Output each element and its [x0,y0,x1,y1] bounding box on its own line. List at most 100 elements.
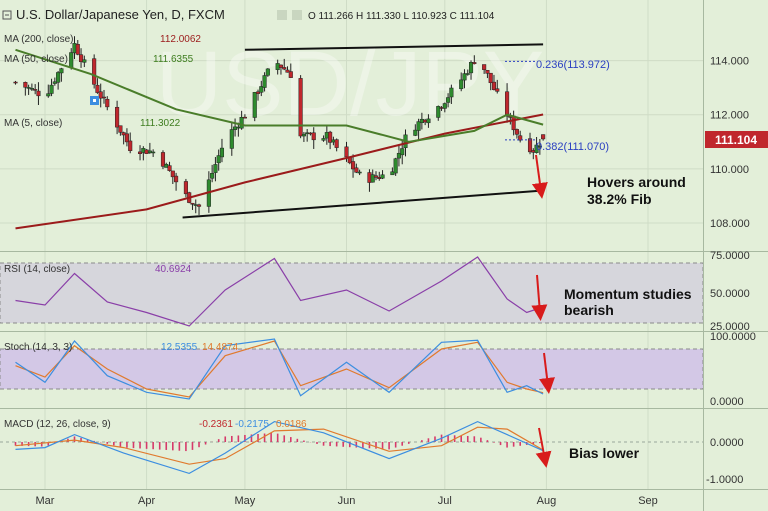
stoch-tick-0: 0.0000 [710,396,744,408]
stoch-d-value: 14.4874 [202,342,239,353]
candle [23,82,28,88]
fib-0236-label: 0.236(113.972) [536,59,610,71]
price-axis[interactable] [703,0,768,511]
candle [311,132,316,141]
ma5-value: 111.3022 [140,118,181,129]
candle [459,79,464,90]
candle [518,135,523,141]
price-tick-label: 108.000 [710,218,750,230]
candle [468,62,474,74]
stoch-label: Stoch (14, 3, 3) [4,342,72,353]
candle [46,93,51,97]
candle [380,174,385,179]
candle [321,138,326,141]
candle [262,75,267,88]
macd-tick-0: 0.0000 [710,437,744,449]
rsi-value: 40.6924 [155,264,192,275]
fib-0382-label: 0.382(111.070) [536,141,609,153]
candle [36,90,41,97]
candle [26,87,31,89]
rsi-tick-75: 75.0000 [710,250,750,262]
chart-header: U.S. Dollar/Japanese Yen, D, FXCM O 111.… [2,7,495,22]
candle [242,116,247,119]
candle [288,71,293,78]
candle [95,84,100,93]
candle [265,68,270,76]
macd-line [15,420,544,475]
x-axis[interactable]: Mar Apr May Jun Jul Aug Sep [36,495,658,507]
ma50-label: MA (50, close) [4,54,68,65]
annotation-bias: Bias lower [569,445,640,461]
candle [190,202,195,205]
candle [151,151,156,154]
candle [285,69,290,73]
indicator-icon[interactable] [90,96,99,105]
candle [69,52,74,68]
candle [298,78,303,137]
candle [488,72,493,84]
candle [514,129,519,135]
candle [59,68,64,74]
annotation-momentum-line1: Momentum studies [564,286,692,302]
stoch-k-line [15,338,544,400]
arrow-price [531,154,548,199]
arrow-macd [535,427,552,468]
candle [527,138,533,153]
candle [229,129,234,149]
x-tick-label: Jul [438,495,452,507]
candle [213,164,218,173]
x-tick-label: Sep [638,495,658,507]
macd-tick-minus1: -1.0000 [706,474,743,486]
candle [183,181,188,195]
candle [396,152,401,159]
chart-title: U.S. Dollar/Japanese Yen, D, FXCM [16,7,225,22]
macd-value: -0.2361 [199,419,233,430]
candle [351,161,356,170]
candle [278,64,284,68]
candle [170,170,175,178]
candle [92,58,97,85]
collapse-icon[interactable] [2,10,12,20]
watermark: USD/JPY [156,33,545,135]
candle [196,204,202,207]
settings-icons[interactable] [277,10,302,20]
candle [465,73,470,75]
candle [334,139,339,148]
x-tick-label: Mar [36,495,55,507]
candle [354,167,359,173]
ma200-line [15,113,544,230]
ma-legend: MA (200, close) 112.0062 MA (50, close) … [4,34,201,129]
stoch-tick-100: 100.0000 [710,331,756,343]
annotation-fib: Hovers around 38.2% Fib [587,174,690,207]
price-ticks: 108.000 110.000 112.000 114.000 [710,56,750,230]
last-price-badge: 111.104 [705,131,768,148]
candle [413,129,418,136]
candle [118,125,123,133]
candle [49,84,54,94]
candle [301,133,306,137]
x-tick-label: May [235,495,256,507]
macd-signal-line [15,426,544,465]
candle [436,106,441,118]
arrow-stoch [539,352,555,394]
stoch-band [0,348,704,390]
last-price-label: 111.104 [715,133,757,147]
candle [373,175,379,178]
x-tick-label: Apr [138,495,155,507]
price-tick-label: 114.000 [710,56,749,68]
macd-signal-value: -0.2175 [235,419,269,430]
candle [137,151,143,154]
candle [56,72,61,83]
annotation-momentum-line2: bearish [564,302,614,318]
candle [511,115,516,131]
candle [33,89,38,91]
rsi-tick-25: 25.0000 [710,321,750,333]
macd-panel [0,409,703,489]
stoch-k-value: 12.5355 [161,342,198,353]
candle [82,59,87,63]
candle [101,96,107,99]
candle [124,133,129,143]
candle [534,144,539,153]
candle [216,155,221,164]
